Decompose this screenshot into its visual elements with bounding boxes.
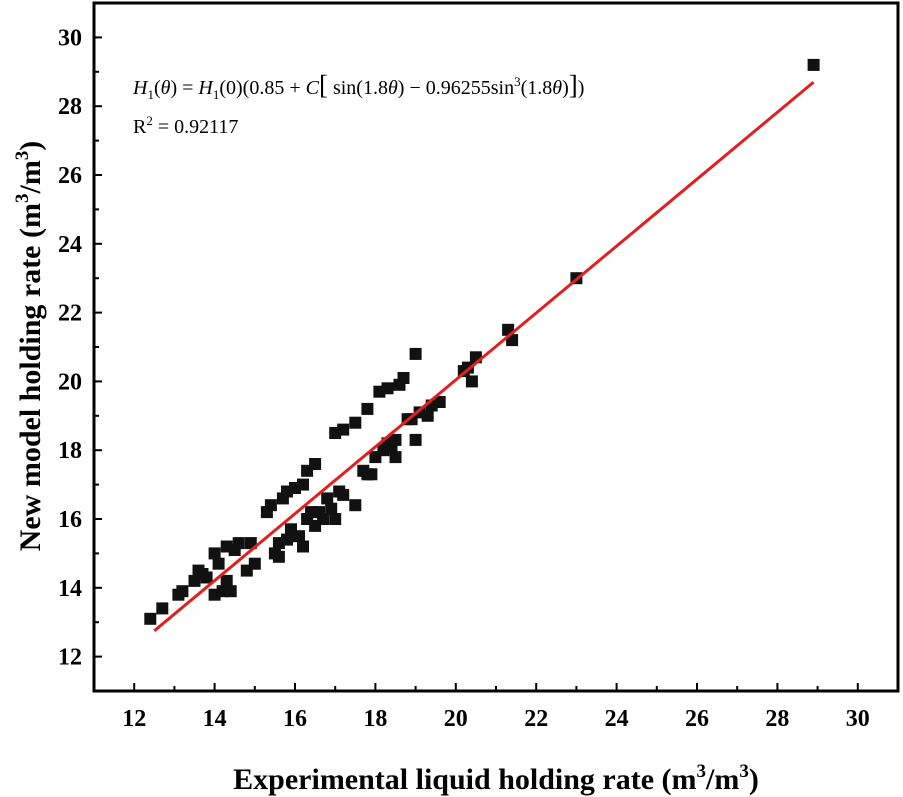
data-point — [297, 478, 309, 491]
data-point — [272, 550, 285, 563]
data-point — [506, 334, 519, 347]
data-points — [144, 58, 820, 625]
data-point — [421, 409, 434, 422]
data-point — [325, 502, 338, 515]
y-tick-label: 20 — [58, 369, 82, 395]
data-point — [409, 433, 422, 446]
data-point — [176, 585, 189, 598]
y-tick-label: 18 — [58, 438, 82, 464]
data-point — [264, 499, 277, 512]
y-tick-label: 16 — [58, 507, 82, 533]
data-point — [281, 533, 293, 546]
data-point — [361, 402, 374, 415]
data-point — [220, 574, 233, 587]
x-tick-label: 22 — [524, 706, 548, 732]
x-tick-label: 14 — [203, 706, 227, 732]
data-point — [502, 323, 515, 336]
data-point — [260, 506, 273, 519]
x-tick-label: 12 — [122, 706, 146, 732]
data-point — [409, 347, 422, 360]
data-point — [389, 433, 402, 446]
x-tick-label: 28 — [765, 706, 789, 732]
y-tick-label: 26 — [58, 163, 82, 189]
data-point — [337, 488, 350, 501]
data-point — [212, 557, 225, 570]
data-point — [365, 468, 378, 481]
x-tick-label: 30 — [846, 706, 870, 732]
x-tick-label: 20 — [444, 706, 468, 732]
x-tick-label: 16 — [283, 706, 307, 732]
data-point — [397, 372, 410, 384]
data-point — [317, 513, 330, 525]
data-point — [297, 540, 309, 553]
regression-fit-line — [153, 80, 815, 632]
y-axis-title: New model holding rate (m3/m3) — [12, 141, 47, 552]
data-point — [329, 513, 342, 525]
data-point — [156, 602, 169, 615]
axis-ticks: 12 14 16 18 20 22 24 26 28 30 12 14 16 18 20 22 24 26 28 30 — [58, 25, 870, 732]
data-point — [349, 416, 362, 429]
data-point — [807, 58, 820, 71]
data-point — [200, 571, 213, 584]
data-point — [349, 499, 362, 512]
data-point — [433, 396, 446, 408]
y-tick-label: 12 — [58, 645, 82, 671]
y-tick-label: 22 — [58, 301, 82, 327]
data-point — [313, 506, 326, 519]
data-point — [244, 537, 257, 550]
y-tick-label: 14 — [58, 576, 82, 602]
data-point — [144, 612, 157, 625]
data-point — [321, 492, 334, 505]
data-point — [248, 557, 261, 570]
data-point — [309, 458, 322, 470]
x-tick-label: 18 — [363, 706, 387, 732]
data-point — [381, 382, 394, 395]
y-tick-label: 30 — [58, 25, 82, 51]
data-point — [232, 537, 245, 550]
y-tick-label: 24 — [58, 232, 82, 258]
data-point — [208, 547, 221, 560]
x-tick-label: 26 — [685, 706, 709, 732]
data-point — [465, 375, 478, 388]
x-axis-title: Experimental liquid holding rate (m3/m3) — [233, 761, 759, 796]
x-tick-label: 24 — [605, 706, 629, 732]
y-tick-label: 28 — [58, 94, 82, 120]
r-squared-annotation: R2 = 0.92117 — [133, 113, 238, 138]
data-point — [305, 506, 318, 519]
data-point — [337, 423, 350, 436]
data-point — [389, 451, 402, 464]
data-point — [293, 530, 305, 543]
data-point — [224, 585, 237, 598]
equation-annotation: H1(θ) = H1(0)(0.85 + C[ sin(1.8θ) − 0.96… — [132, 70, 584, 102]
